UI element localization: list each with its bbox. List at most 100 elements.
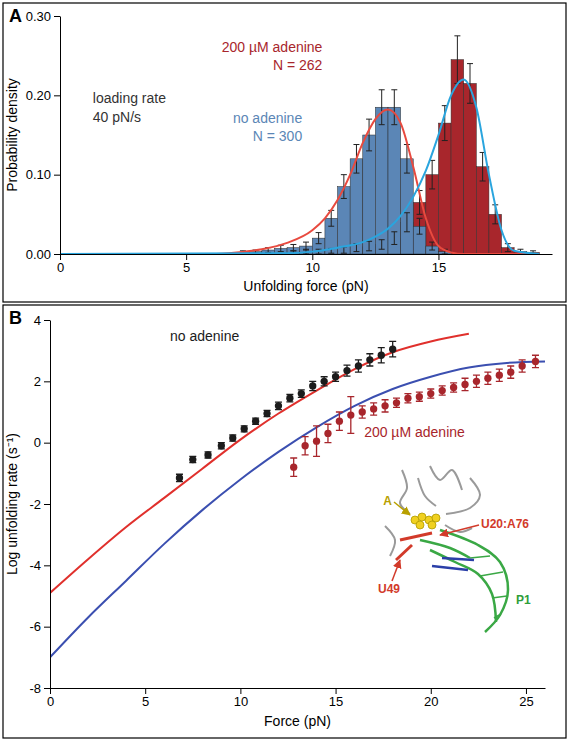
- tick: 5: [183, 254, 190, 275]
- label-arrow: [392, 560, 400, 581]
- point: [176, 474, 183, 481]
- helix: [420, 540, 470, 558]
- tick-mark: [54, 95, 60, 96]
- tick-label: 4: [34, 313, 41, 328]
- bar: [363, 135, 376, 254]
- axis-line: [60, 17, 61, 255]
- series-label: 200 µM adenine: [222, 39, 323, 55]
- point: [404, 395, 411, 402]
- error-bar: [378, 348, 385, 363]
- error-bar: [189, 456, 196, 462]
- point: [263, 410, 270, 417]
- error-bar: [507, 366, 514, 378]
- tick-label: -4: [29, 558, 41, 573]
- y-axis: -8-6-4-2024: [29, 313, 50, 696]
- inset-label: U20:A76: [481, 517, 529, 531]
- panel-letter: A: [9, 6, 22, 26]
- point: [518, 362, 525, 369]
- tick: 4: [34, 313, 50, 328]
- error-bar: [366, 354, 373, 366]
- tick-label: 0: [57, 260, 64, 275]
- point: [320, 378, 327, 385]
- x-axis-title: Unfolding force (pN): [243, 278, 368, 294]
- tick-label: 5: [142, 694, 149, 709]
- tick-mark: [54, 16, 60, 17]
- point: [355, 362, 362, 369]
- series-count: N = 262: [273, 57, 323, 73]
- axis-line: [61, 254, 553, 255]
- error-bar: [205, 452, 212, 458]
- base-pair: [470, 556, 490, 558]
- error-bar: [429, 242, 435, 250]
- error-bar: [391, 90, 397, 125]
- point: [313, 437, 320, 444]
- tick-label: 5: [183, 260, 190, 275]
- point: [290, 464, 297, 471]
- point: [507, 368, 514, 375]
- point: [381, 402, 388, 409]
- strand: [385, 526, 395, 556]
- axis-line: [51, 688, 546, 689]
- inset-label: A: [383, 494, 392, 508]
- tick: 5: [142, 688, 149, 709]
- point: [393, 399, 400, 406]
- point: [336, 418, 343, 425]
- tick-mark: [240, 688, 241, 694]
- point: [473, 378, 480, 385]
- helix: [440, 530, 508, 632]
- error-bar: [324, 424, 331, 442]
- base-pair: [432, 566, 468, 570]
- error-bar: [439, 386, 446, 395]
- error-bar: [417, 218, 423, 234]
- helix: [430, 550, 496, 622]
- tick: -6: [29, 619, 50, 634]
- tick-label: 0.00: [26, 247, 51, 262]
- error-bar: [298, 390, 305, 397]
- tick-label: 0: [47, 694, 54, 709]
- error-bar: [303, 242, 309, 250]
- point: [370, 405, 377, 412]
- tick-mark: [44, 504, 50, 505]
- point: [241, 425, 248, 432]
- point: [427, 390, 434, 397]
- error-bar: [229, 435, 236, 441]
- error-bar: [290, 458, 297, 476]
- error-bar: [309, 381, 316, 390]
- label-arrow: [394, 502, 410, 515]
- canvas: 0510150.000.100.200.30Unfolding force (p…: [0, 0, 569, 741]
- plot-area: [60, 36, 539, 254]
- x-axis-title: Force (pN): [264, 713, 331, 729]
- error-bar: [454, 36, 460, 84]
- tick: 0.00: [26, 247, 60, 262]
- label-arrow: [440, 525, 479, 535]
- tick: 0.10: [26, 167, 60, 182]
- x-axis: 051015: [57, 254, 553, 275]
- point: [204, 451, 211, 458]
- tick-mark: [44, 627, 50, 628]
- error-bar: [450, 383, 457, 392]
- fit-line: [50, 334, 469, 593]
- error-bar: [462, 378, 469, 390]
- error-bar: [344, 365, 351, 376]
- point: [484, 375, 491, 382]
- error-bar: [532, 355, 539, 367]
- tick-label: 15: [432, 260, 446, 275]
- tick: 15: [432, 254, 446, 275]
- error-bar: [379, 90, 385, 125]
- point: [332, 373, 339, 380]
- point: [301, 442, 308, 449]
- structure-inset: [385, 466, 508, 632]
- error-bar: [370, 403, 377, 415]
- error-bar: [316, 233, 322, 244]
- error-bar: [359, 406, 366, 418]
- error-bar: [176, 474, 183, 481]
- error-bar: [347, 397, 354, 434]
- tick-mark: [44, 565, 50, 566]
- point: [309, 382, 316, 389]
- tick-mark: [54, 175, 60, 176]
- error-bar: [264, 410, 271, 416]
- bar: [438, 123, 451, 254]
- tick-mark: [44, 443, 50, 444]
- point: [347, 411, 354, 418]
- point-series: [176, 341, 397, 481]
